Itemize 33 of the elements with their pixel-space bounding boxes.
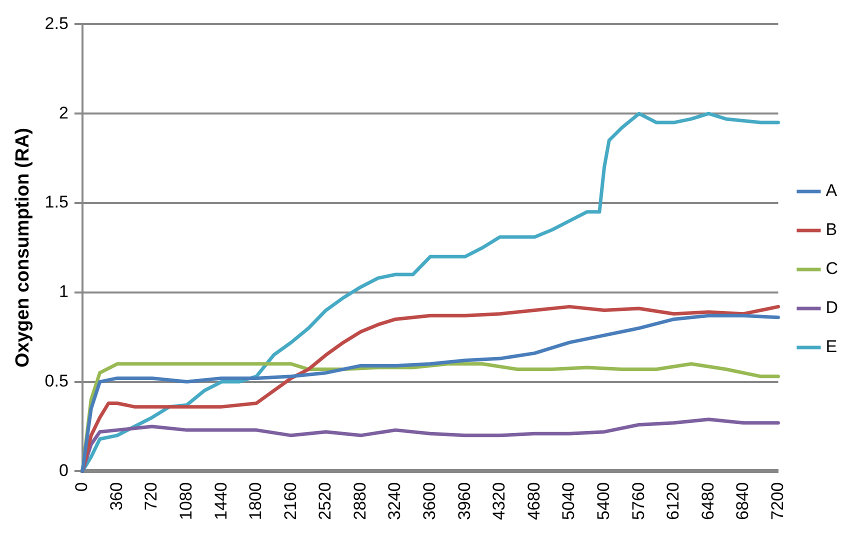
x-tick-label: 1800 (246, 482, 266, 520)
legend-label: C (826, 259, 838, 278)
y-tick-label: 0 (58, 460, 68, 480)
y-tick-label: 2.5 (44, 14, 68, 33)
x-tick-label: 6840 (733, 482, 752, 520)
x-tick-label: 4680 (524, 482, 544, 520)
x-tick-label: 3600 (420, 482, 440, 520)
x-tick-label: 2880 (350, 482, 370, 520)
x-tick-label: 2160 (280, 482, 300, 520)
x-tick-label: 2520 (316, 482, 335, 520)
x-tick-label: 3960 (454, 482, 474, 520)
y-tick-label: 2 (58, 103, 68, 122)
y-axis-title: Oxygen consumption (RA) (12, 128, 34, 368)
legend-label: A (826, 181, 838, 200)
x-tick-label: 720 (142, 482, 161, 511)
y-tick-label: 1.5 (44, 192, 68, 212)
x-tick-label: 6480 (698, 482, 718, 520)
x-tick-label: 5760 (628, 482, 648, 520)
x-tick-label: 5040 (559, 482, 578, 520)
x-tick-label: 4320 (490, 482, 509, 520)
x-tick-label: 1440 (211, 482, 230, 520)
x-tick-label: 6120 (664, 482, 683, 520)
legend-label: B (826, 220, 838, 240)
y-tick-label: 1 (58, 282, 68, 302)
legend-label: D (826, 298, 838, 318)
x-tick-label: 1080 (176, 482, 196, 520)
legend-label: E (826, 337, 838, 356)
x-tick-label: 360 (106, 482, 126, 511)
x-tick-label: 7200 (768, 482, 787, 520)
x-tick-label: 3240 (385, 482, 404, 520)
x-tick-label: 0 (72, 482, 92, 492)
x-tick-label: 5400 (594, 482, 613, 520)
y-tick-label: 0.5 (44, 371, 68, 390)
